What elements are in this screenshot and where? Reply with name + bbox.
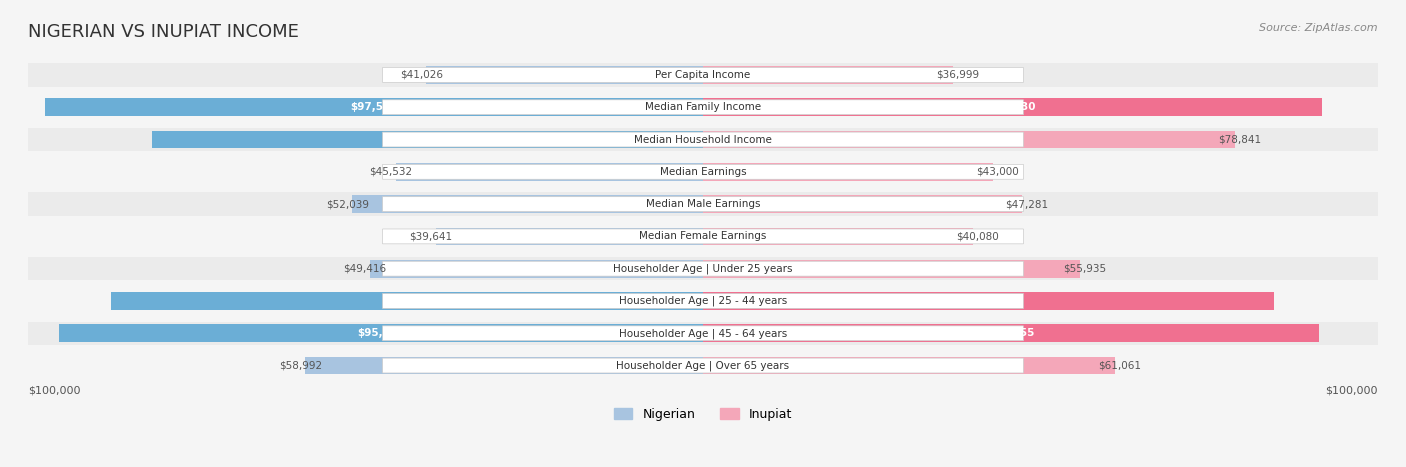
Text: Median Earnings: Median Earnings: [659, 167, 747, 177]
FancyBboxPatch shape: [382, 326, 1024, 341]
Text: Median Female Earnings: Median Female Earnings: [640, 232, 766, 241]
Bar: [28, 96, 1378, 119]
Text: $97,522: $97,522: [350, 102, 398, 112]
Text: Householder Age | Over 65 years: Householder Age | Over 65 years: [616, 361, 790, 371]
Text: Per Capita Income: Per Capita Income: [655, 70, 751, 80]
Text: $87,730: $87,730: [384, 296, 432, 306]
Text: $78,841: $78,841: [1218, 134, 1261, 145]
FancyBboxPatch shape: [382, 261, 1024, 276]
Text: $43,000: $43,000: [976, 167, 1019, 177]
Bar: [396, 163, 703, 181]
FancyBboxPatch shape: [382, 100, 1024, 115]
Text: $47,281: $47,281: [1005, 199, 1049, 209]
FancyBboxPatch shape: [382, 294, 1024, 308]
Text: $84,619: $84,619: [965, 296, 1012, 306]
Bar: [305, 357, 703, 375]
Bar: [28, 64, 1378, 86]
Text: Median Family Income: Median Family Income: [645, 102, 761, 112]
Bar: [28, 354, 1378, 377]
Text: Source: ZipAtlas.com: Source: ZipAtlas.com: [1260, 23, 1378, 33]
Text: $45,532: $45,532: [370, 167, 413, 177]
Text: $49,416: $49,416: [343, 264, 387, 274]
FancyBboxPatch shape: [382, 197, 1024, 212]
Text: $52,039: $52,039: [326, 199, 368, 209]
Text: $41,026: $41,026: [401, 70, 443, 80]
Bar: [28, 290, 1378, 312]
Text: $100,000: $100,000: [1324, 386, 1378, 396]
Text: Householder Age | 25 - 44 years: Householder Age | 25 - 44 years: [619, 296, 787, 306]
Bar: [59, 325, 703, 342]
Text: Median Male Earnings: Median Male Earnings: [645, 199, 761, 209]
Text: Householder Age | 45 - 64 years: Householder Age | 45 - 64 years: [619, 328, 787, 339]
FancyBboxPatch shape: [382, 229, 1024, 244]
FancyBboxPatch shape: [382, 68, 1024, 82]
Text: $61,061: $61,061: [1098, 361, 1142, 370]
Text: $36,999: $36,999: [936, 70, 979, 80]
Text: NIGERIAN VS INUPIAT INCOME: NIGERIAN VS INUPIAT INCOME: [28, 23, 299, 42]
Text: $81,725: $81,725: [404, 134, 451, 145]
Text: $95,492: $95,492: [357, 328, 405, 338]
Legend: Nigerian, Inupiat: Nigerian, Inupiat: [609, 403, 797, 425]
Bar: [28, 257, 1378, 280]
Bar: [28, 322, 1378, 345]
Bar: [352, 195, 703, 213]
FancyBboxPatch shape: [382, 358, 1024, 373]
Text: $58,992: $58,992: [278, 361, 322, 370]
FancyBboxPatch shape: [382, 164, 1024, 179]
Text: $100,000: $100,000: [28, 386, 82, 396]
Bar: [370, 260, 703, 277]
Bar: [703, 260, 1080, 277]
FancyBboxPatch shape: [382, 132, 1024, 147]
Bar: [28, 128, 1378, 151]
Text: $40,080: $40,080: [956, 232, 1000, 241]
Bar: [703, 292, 1274, 310]
Bar: [152, 131, 703, 149]
Bar: [703, 66, 952, 84]
Text: Householder Age | Under 25 years: Householder Age | Under 25 years: [613, 263, 793, 274]
Bar: [28, 160, 1378, 184]
Text: Median Household Income: Median Household Income: [634, 134, 772, 145]
Text: $91,355: $91,355: [987, 328, 1035, 338]
Bar: [28, 225, 1378, 248]
Bar: [703, 227, 973, 245]
Bar: [436, 227, 703, 245]
Bar: [703, 99, 1322, 116]
Bar: [703, 163, 993, 181]
Bar: [703, 131, 1234, 149]
Text: $55,935: $55,935: [1063, 264, 1107, 274]
Bar: [111, 292, 703, 310]
Bar: [703, 195, 1022, 213]
Bar: [45, 99, 703, 116]
Text: $91,730: $91,730: [988, 102, 1036, 112]
Bar: [426, 66, 703, 84]
Bar: [703, 325, 1319, 342]
Bar: [28, 192, 1378, 216]
Text: $39,641: $39,641: [409, 232, 453, 241]
Bar: [703, 357, 1115, 375]
